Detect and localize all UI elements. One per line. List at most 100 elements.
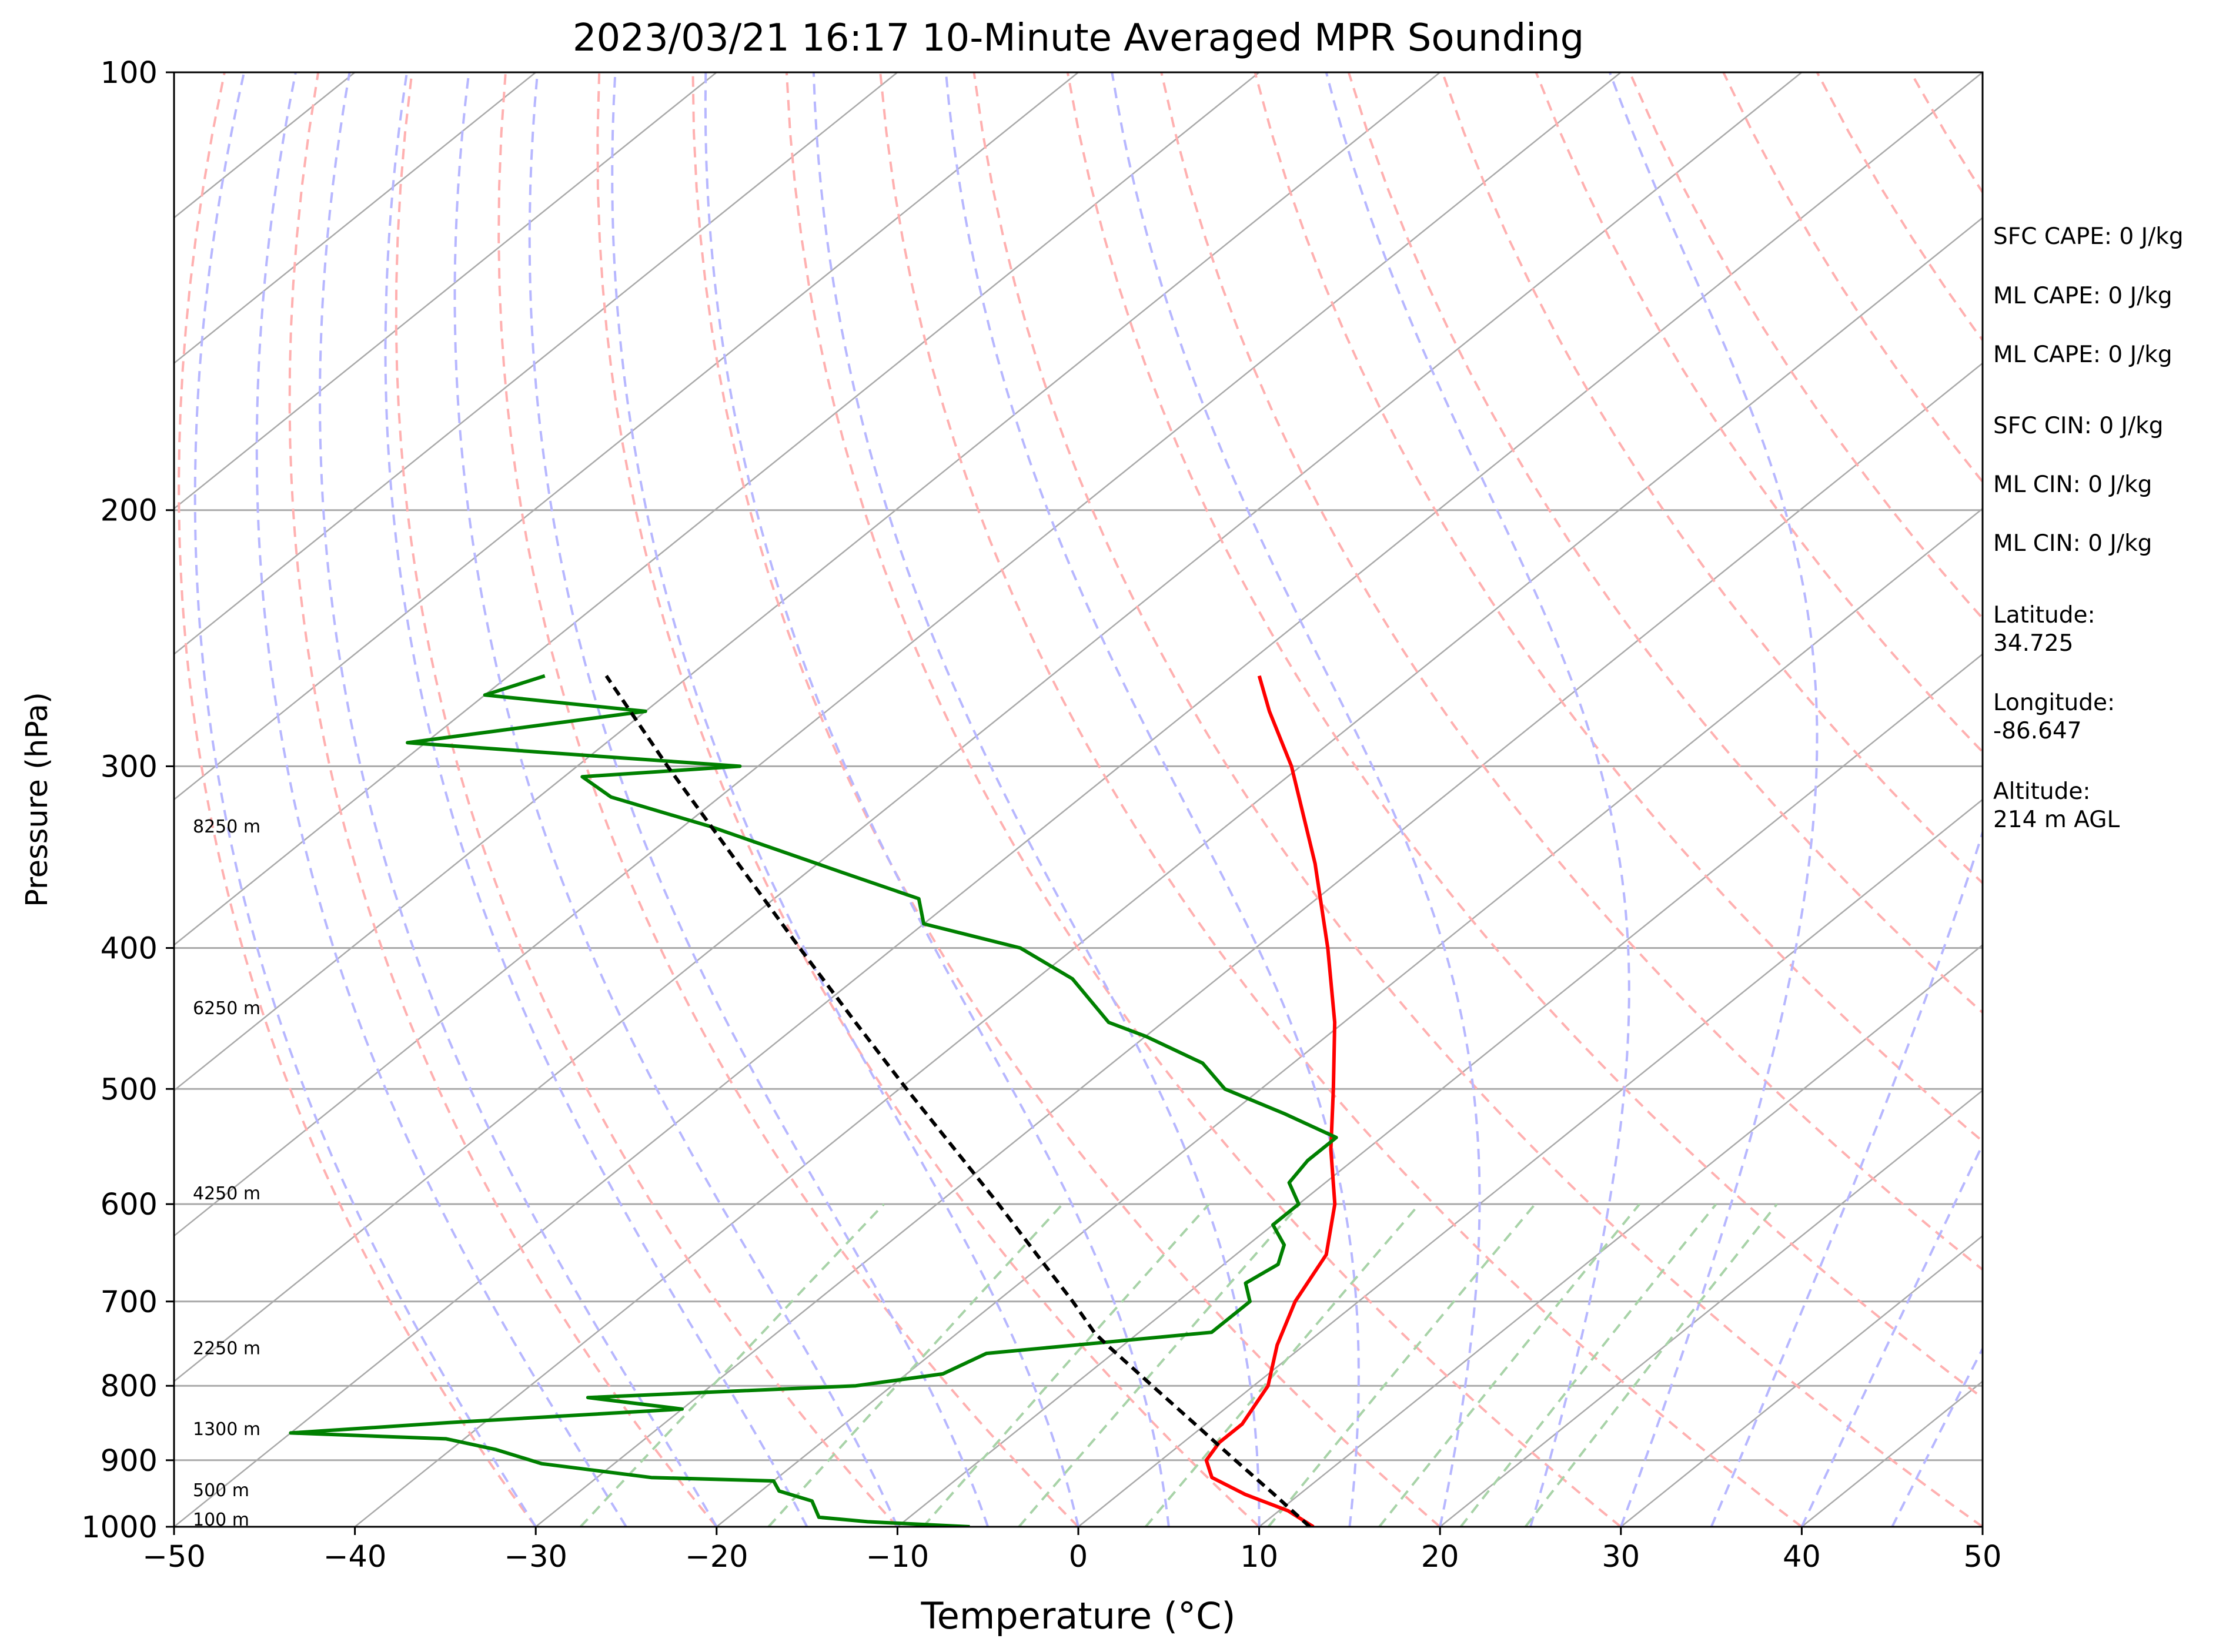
x-tick-label: 30 <box>1602 1540 1640 1574</box>
x-tick-label: −10 <box>866 1540 930 1574</box>
mixing-ratio-line <box>1267 1203 1536 1527</box>
parcel-profile-line <box>604 674 1311 1527</box>
mixing-ratio-line <box>1018 1203 1301 1527</box>
x-axis-label: Temperature (°C) <box>920 1594 1235 1637</box>
dry-adiabat-line <box>879 72 1803 1527</box>
mixing-ratio-line <box>922 1203 1210 1527</box>
x-tick-label: 0 <box>1069 1540 1088 1574</box>
axes: −50 −40 −30 −20 −10 0 10 20 30 40 50 1000 900 800 700 6… <box>81 56 2001 1574</box>
longitude-label: Longitude: <box>1993 690 2115 716</box>
x-tick-label: −40 <box>323 1540 387 1574</box>
isotherm-line <box>174 72 1079 801</box>
isotherm-line <box>174 72 536 364</box>
sfc-cin-text: SFC CIN: 0 J/kg <box>1993 413 2163 439</box>
isotherm-line <box>174 72 1622 1237</box>
x-tick-label: 10 <box>1240 1540 1278 1574</box>
x-tick-label: −50 <box>142 1540 206 1574</box>
dry-adiabat-line <box>1441 72 1983 885</box>
moist-adiabat-line <box>812 72 1261 1527</box>
height-labels: 100 m 500 m 1300 m 2250 m 4250 m 6250 m 8250 m <box>193 817 260 1530</box>
dry-adiabat-line <box>178 72 537 1527</box>
isotherm-line <box>1620 1235 1983 1527</box>
altitude-label: Altitude: <box>1993 778 2091 805</box>
mixing-ratio-line <box>1144 1203 1421 1527</box>
y-tick-label: 800 <box>101 1369 158 1404</box>
dry-adiabat-line <box>1066 72 1983 1400</box>
temperature-profile-line <box>1204 675 1337 1527</box>
height-label: 2250 m <box>193 1339 260 1359</box>
moist-adiabat-line <box>1800 1142 1983 1527</box>
sounding-profiles <box>289 674 1338 1527</box>
dewpoint-profile-line <box>289 674 1338 1527</box>
sfc-cape-text: SFC CAPE: 0 J/kg <box>1993 223 2184 250</box>
moist-adiabat-line <box>1608 72 1819 1527</box>
moist-adiabat-line <box>704 72 1170 1527</box>
isotherm-line <box>174 72 1440 1092</box>
background-reference-lines <box>174 72 1983 1527</box>
dry-adiabat-line <box>972 72 1983 1527</box>
moist-adiabat-line <box>528 72 990 1527</box>
y-tick-label: 200 <box>101 494 158 529</box>
y-axis-label: Pressure (hPa) <box>20 692 55 907</box>
y-tick-label: 500 <box>101 1072 158 1107</box>
moist-adiabat-line <box>255 72 627 1527</box>
isotherm-line <box>1078 798 1983 1527</box>
dry-adiabat-line <box>691 72 1441 1527</box>
mixing-ratio-line <box>1459 1203 1717 1527</box>
y-tick-label: 400 <box>101 931 158 966</box>
moist-adiabat-line <box>193 72 537 1527</box>
height-label: 4250 m <box>193 1183 260 1204</box>
moist-adiabat-line <box>1710 72 1983 1527</box>
isotherm-line <box>354 216 1983 1527</box>
dry-adiabat-line <box>1347 72 1983 1015</box>
moist-adiabat-line <box>1891 1346 1983 1527</box>
chart-title: 2023/03/21 16:17 10-Minute Averaged MPR … <box>573 16 1584 60</box>
y-tick-label: 900 <box>101 1444 158 1479</box>
height-label: 8250 m <box>193 817 260 837</box>
ml-cape-text-2: ML CAPE: 0 J/kg <box>1993 342 2172 368</box>
mixing-ratio-line <box>1378 1203 1641 1527</box>
x-tick-label: 40 <box>1783 1540 1821 1574</box>
ml-cape-text: ML CAPE: 0 J/kg <box>1993 283 2172 309</box>
isotherm-line <box>174 72 1983 1527</box>
dry-adiabat-line <box>596 72 1260 1527</box>
x-tick-label: −20 <box>685 1540 748 1574</box>
y-tick-label: 300 <box>101 750 158 784</box>
mixing-ratio-line <box>1524 1203 1778 1527</box>
latitude-value: 34.725 <box>1993 630 2073 657</box>
isotherm-line <box>174 72 717 510</box>
moist-adiabat-line <box>453 72 899 1527</box>
y-tick-label: 100 <box>101 56 158 91</box>
x-tick-label: 50 <box>1964 1540 2002 1574</box>
height-label: 6250 m <box>193 998 260 1019</box>
sounding-info-panel: SFC CAPE: 0 J/kg ML CAPE: 0 J/kg ML CAPE… <box>1993 223 2184 833</box>
dry-adiabat-line <box>785 72 1622 1527</box>
mixing-ratio-line <box>767 1203 1064 1527</box>
moist-adiabat-line <box>1325 72 1630 1527</box>
dry-adiabat-line <box>288 72 718 1527</box>
dry-adiabat-line <box>1160 72 1983 1272</box>
ml-cin-text-2: ML CIN: 0 J/kg <box>1993 530 2152 557</box>
moist-adiabat-line <box>319 72 718 1527</box>
isotherm-line <box>897 653 1983 1527</box>
moist-adiabat-line <box>611 72 1079 1527</box>
y-tick-label: 600 <box>101 1188 158 1222</box>
isotherm-line <box>1258 944 1983 1527</box>
latitude-label: Latitude: <box>1993 602 2095 628</box>
isotherm-line <box>174 72 1803 1383</box>
isotherm-line <box>174 72 1260 947</box>
mixing-ratio-line <box>579 1203 885 1527</box>
isotherm-line <box>174 72 898 656</box>
height-label: 1300 m <box>193 1419 260 1440</box>
isotherm-line <box>535 362 1983 1527</box>
y-tick-label: 1000 <box>81 1510 158 1545</box>
height-label: 500 m <box>193 1480 249 1501</box>
x-tick-label: 20 <box>1421 1540 1459 1574</box>
x-tick-label: −30 <box>504 1540 567 1574</box>
longitude-value: -86.647 <box>1993 718 2082 744</box>
moist-adiabat-line <box>1111 72 1481 1527</box>
altitude-value: 214 m AGL <box>1993 807 2120 833</box>
height-label: 100 m <box>193 1510 249 1530</box>
ml-cin-text: ML CIN: 0 J/kg <box>1993 471 2152 498</box>
